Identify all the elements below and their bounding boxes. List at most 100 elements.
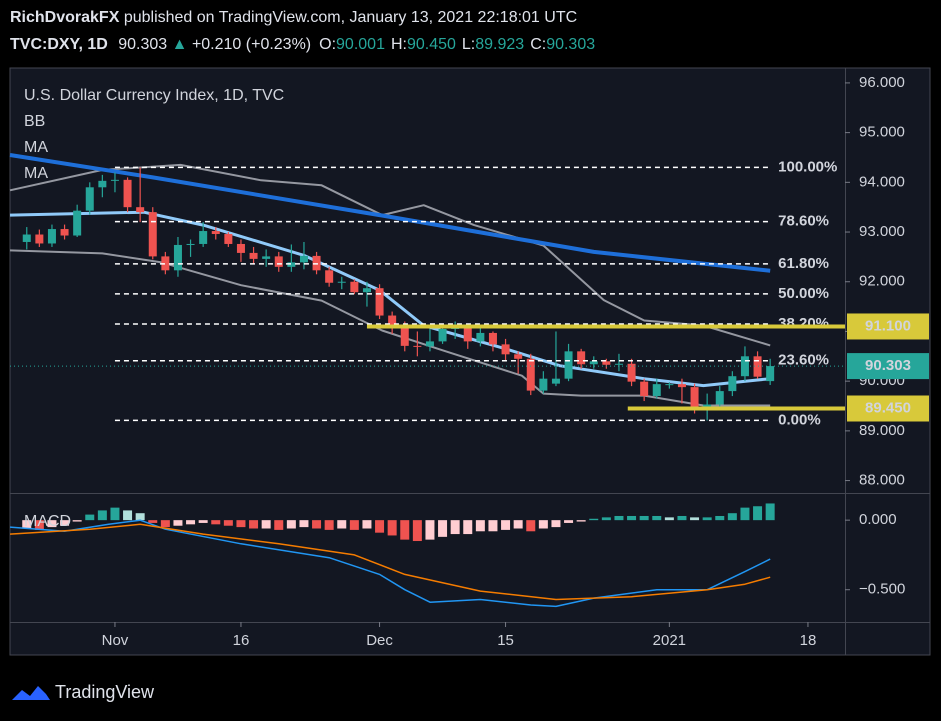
change: +0.210 (+0.23%): [192, 36, 311, 53]
ohlc-key: H:: [391, 36, 407, 53]
plot: 96.00095.00094.00093.00092.00091.00090.0…: [9, 74, 929, 649]
candle-body: [501, 344, 510, 355]
candle-body: [627, 363, 636, 382]
candle-body: [551, 378, 560, 384]
histogram-bar: [362, 520, 372, 529]
candle-body: [350, 281, 359, 293]
ohlc-value: 90.450: [407, 36, 456, 53]
histogram-bar: [727, 513, 737, 521]
histogram-bar: [173, 520, 183, 526]
candle-body: [564, 351, 573, 379]
histogram-bar: [702, 517, 712, 521]
histogram-bar: [312, 520, 322, 529]
histogram-bar: [664, 517, 674, 521]
candle-body: [199, 231, 208, 244]
histogram-bar: [513, 520, 523, 529]
y-tick-label: 92.000: [859, 273, 905, 290]
fib-label: 78.60%: [778, 213, 829, 230]
ohlc-value: 89.923: [475, 36, 524, 53]
histogram-bar: [475, 520, 485, 532]
histogram-bar: [627, 515, 637, 521]
candle-body: [337, 281, 346, 283]
histogram-bar: [186, 520, 196, 525]
histogram-bar: [110, 507, 120, 521]
y-tick-label: 89.000: [859, 422, 905, 439]
legend-text: U.S. Dollar Currency Index, 1D, TVC: [24, 87, 284, 104]
histogram-bar: [211, 520, 221, 525]
histogram-bar: [538, 520, 548, 529]
candle-body: [589, 361, 598, 365]
candle-body: [476, 332, 485, 342]
histogram-bar: [463, 520, 473, 535]
fib-label: 100.00%: [778, 158, 837, 175]
candle-body: [665, 384, 674, 386]
histogram-bar: [753, 506, 763, 521]
candle-body: [173, 244, 182, 271]
histogram-bar: [614, 515, 624, 521]
x-tick-label: 16: [233, 632, 250, 649]
histogram-bar: [236, 520, 246, 528]
candle-body: [766, 366, 775, 382]
histogram-bar: [677, 515, 687, 521]
histogram-bar: [135, 513, 145, 521]
candle-body: [161, 256, 170, 271]
brand: TradingView: [55, 682, 155, 702]
candle-body: [740, 356, 749, 377]
candle-body: [35, 234, 44, 244]
candle-body: [425, 341, 434, 347]
candle-body: [325, 270, 334, 283]
ohlc-key: L:: [462, 36, 475, 53]
macd-label: MACD: [24, 513, 71, 530]
x-tick-label: Dec: [366, 632, 393, 649]
candle-body: [577, 351, 586, 365]
candle-body: [690, 387, 699, 410]
histogram-bar: [97, 510, 107, 521]
candle-body: [400, 325, 409, 346]
candle-body: [526, 358, 535, 391]
x-tick-label: Nov: [102, 632, 129, 649]
candle-body: [715, 391, 724, 405]
histogram-bar: [690, 517, 700, 521]
candle-body: [224, 234, 233, 244]
candle-body: [463, 326, 472, 342]
symbol: TVC:DXY, 1D: [10, 36, 108, 53]
ohlc-key: O:: [319, 36, 336, 53]
histogram-bar: [223, 520, 233, 526]
candle-body: [60, 229, 69, 236]
y-tick-label: −0.500: [859, 581, 905, 598]
histogram-bar: [286, 520, 296, 529]
fib-label: 50.00%: [778, 285, 829, 302]
candle-body: [640, 381, 649, 397]
candle-body: [110, 179, 119, 181]
candle-body: [413, 345, 422, 347]
candle-body: [98, 180, 107, 188]
candle-body: [274, 256, 283, 267]
histogram-bar: [261, 520, 271, 529]
logo-mark: [12, 686, 50, 700]
histogram-bar: [589, 518, 599, 521]
histogram-bar: [22, 520, 32, 529]
candle-body: [236, 243, 245, 253]
y-tick-label: 94.000: [859, 173, 905, 190]
candle-body: [514, 354, 523, 359]
ohlc-key: C:: [530, 36, 546, 53]
level-box: [847, 313, 929, 340]
histogram-bar: [438, 520, 448, 537]
publisher: RichDvorakFX: [10, 9, 120, 26]
candle-body: [677, 384, 686, 388]
histogram-bar: [198, 520, 208, 523]
candle-body: [299, 255, 308, 263]
y-tick-label: 0.000: [859, 511, 897, 528]
histogram-bar: [249, 520, 259, 529]
x-tick-label: 18: [800, 632, 817, 649]
histogram-bar: [34, 520, 44, 530]
histogram-bar: [123, 510, 133, 521]
ohlc-value: 90.303: [546, 36, 595, 53]
candle-body: [148, 212, 157, 257]
fib-label: 61.80%: [778, 255, 829, 272]
histogram-bar: [526, 520, 536, 532]
candle-body: [123, 179, 132, 208]
histogram-bar: [60, 520, 70, 526]
histogram-bar: [324, 520, 334, 530]
